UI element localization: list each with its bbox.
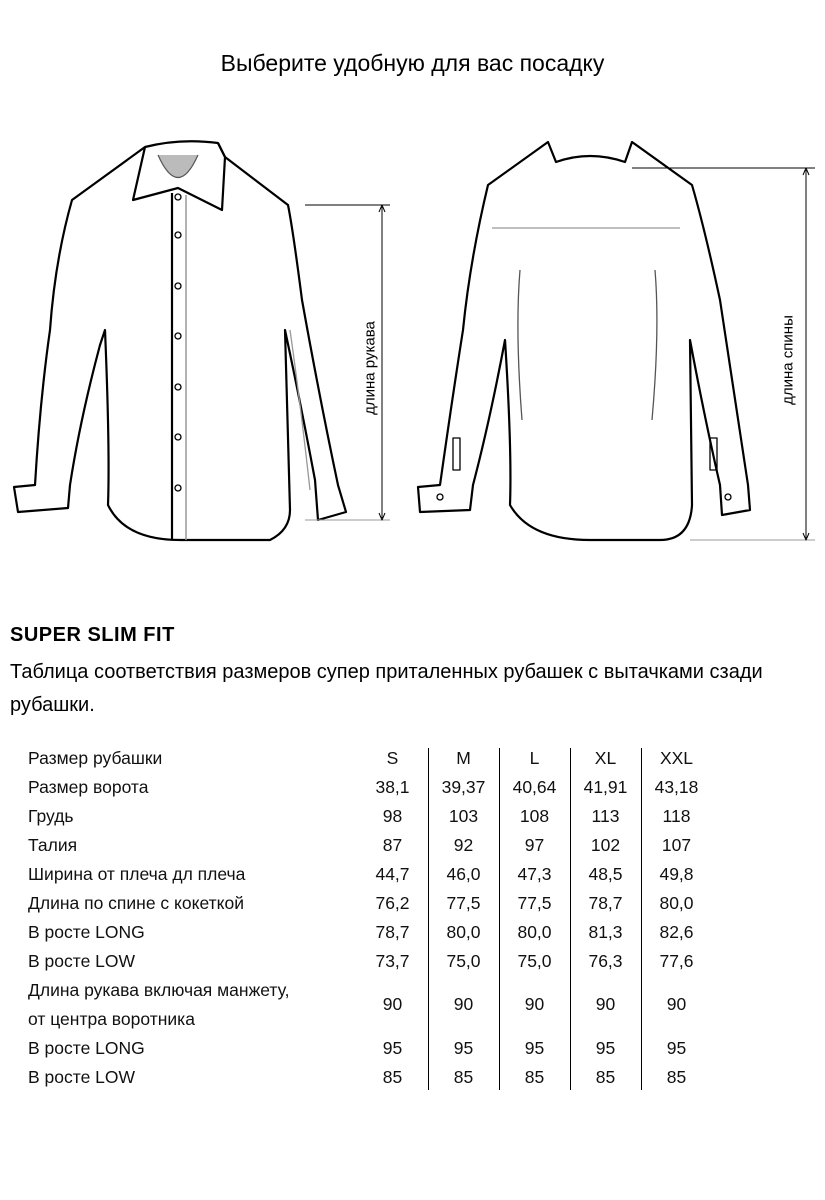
- column-divider: [428, 748, 429, 1090]
- table-cell: 80,0: [517, 922, 552, 942]
- table-cell: 48,5: [588, 864, 623, 884]
- back-length-label: длина спины: [779, 315, 797, 405]
- sleeve-length-label: длина рукава: [361, 321, 379, 415]
- column-divider: [499, 748, 500, 1090]
- row-label-line2: от центра воротника: [28, 1009, 195, 1029]
- row-label: Грудь: [28, 806, 74, 826]
- table-cell: 77,5: [517, 893, 552, 913]
- table-cell: 77,6: [659, 951, 694, 971]
- back-shirt-drawing: [416, 140, 752, 542]
- fit-heading: SUPER SLIM FIT: [10, 624, 175, 646]
- table-cell: 75,0: [517, 951, 552, 971]
- table-cell: 78,7: [588, 893, 623, 913]
- row-label: В росте LONG: [28, 1038, 145, 1058]
- table-cell: 92: [453, 835, 474, 855]
- table-cell: 113: [591, 806, 620, 826]
- row-label: В росте LONG: [28, 922, 145, 942]
- table-cell: 103: [448, 806, 479, 826]
- table-cell: 85: [524, 1067, 545, 1087]
- row-label: Длина рукава включая манжету,: [28, 980, 290, 1000]
- table-cell: 80,0: [659, 893, 694, 913]
- table-cell: 80,0: [446, 922, 481, 942]
- table-cell: 98: [382, 806, 403, 826]
- shirt-diagram: [12, 140, 815, 542]
- table-cell: 81,3: [588, 922, 623, 942]
- size-XL: XL: [594, 748, 617, 768]
- column-divider: [641, 748, 642, 1090]
- column-divider: [570, 748, 571, 1090]
- table-cell: 90: [524, 994, 545, 1014]
- header-label: Размер рубашки: [28, 748, 163, 768]
- table-cell: 87: [382, 835, 403, 855]
- table-cell: 85: [595, 1067, 616, 1087]
- table-cell: 38,1: [375, 777, 410, 797]
- table-cell: 76,2: [375, 893, 410, 913]
- table-cell: 75,0: [446, 951, 481, 971]
- table-cell: 95: [524, 1038, 545, 1058]
- back-length-measure: [632, 167, 815, 541]
- table-cell: 40,64: [512, 777, 557, 797]
- row-label: Ширина от плеча дл плеча: [28, 864, 246, 884]
- table-cell: 85: [453, 1067, 474, 1087]
- table-cell: 41,91: [583, 777, 628, 797]
- row-label: Длина по спине с кокеткой: [28, 893, 245, 913]
- table-cell: 85: [666, 1067, 687, 1087]
- size-L: L: [529, 748, 540, 768]
- table-cell: 97: [524, 835, 545, 855]
- button-icons: [174, 193, 182, 492]
- table-cell: 95: [666, 1038, 687, 1058]
- table-cell: 46,0: [446, 864, 481, 884]
- table-cell: 90: [453, 994, 474, 1014]
- page-title: Выберите удобную для вас посадку: [220, 50, 605, 76]
- table-cell: 90: [666, 994, 687, 1014]
- table-cell: 47,3: [517, 864, 552, 884]
- size-M: M: [456, 748, 471, 768]
- table-cell: 85: [382, 1067, 403, 1087]
- sleeve-length-measure: [305, 204, 390, 521]
- table-cell: 43,18: [654, 777, 699, 797]
- table-cell: 76,3: [588, 951, 623, 971]
- table-cell: 78,7: [375, 922, 410, 942]
- table-cell: 73,7: [375, 951, 410, 971]
- table-cell: 95: [382, 1038, 403, 1058]
- table-cell: 77,5: [446, 893, 481, 913]
- table-cell: 90: [382, 994, 403, 1014]
- row-label: Размер ворота: [28, 777, 149, 797]
- row-label: Талия: [28, 835, 78, 855]
- table-cell: 90: [595, 994, 616, 1014]
- table-cell: 49,8: [659, 864, 694, 884]
- table-cell: 108: [519, 806, 550, 826]
- table-cell: 95: [595, 1038, 616, 1058]
- table-cell: 39,37: [441, 777, 486, 797]
- table-cell: 95: [453, 1038, 474, 1058]
- table-cell: 44,7: [375, 864, 410, 884]
- table-cell: 102: [590, 835, 621, 855]
- size-XXL: XXL: [659, 748, 694, 768]
- table-description: Таблица соответствия размеров супер прит…: [10, 661, 763, 716]
- table-cell: 82,6: [659, 922, 694, 942]
- table-cell: 118: [662, 806, 691, 826]
- size-S: S: [386, 748, 399, 768]
- table-cell: 107: [661, 835, 692, 855]
- front-shirt-drawing: [12, 140, 348, 542]
- row-label: В росте LOW: [28, 951, 136, 971]
- row-label: В росте LOW: [28, 1067, 136, 1087]
